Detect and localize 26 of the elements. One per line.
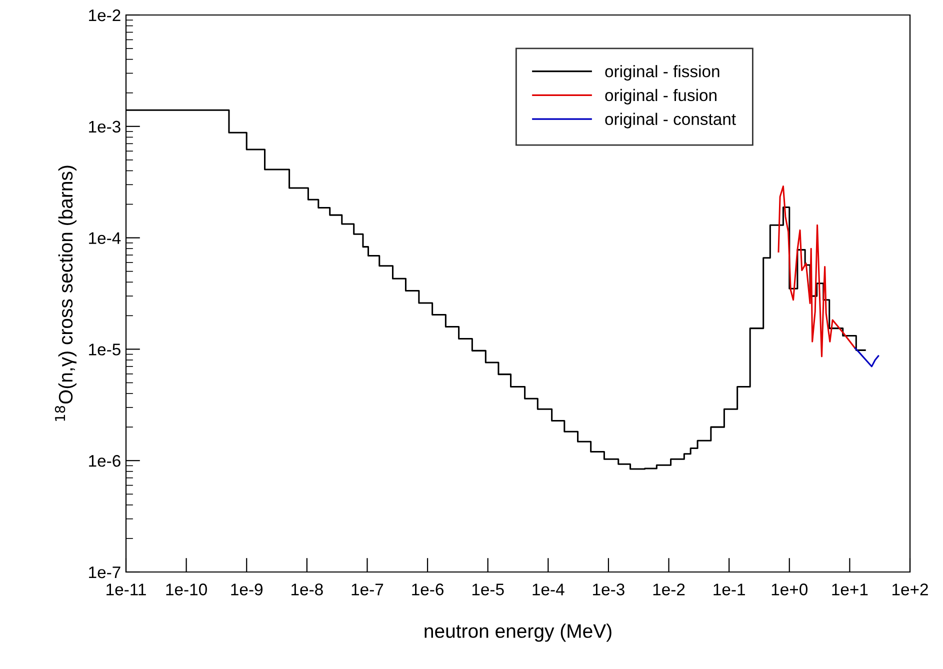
y-tick-label: 1e-6 [89, 455, 120, 467]
x-tick-label: 1e-10 [166, 584, 207, 596]
x-tick-label: 1e-1 [714, 584, 745, 596]
y-tick-label: 1e-3 [89, 120, 120, 133]
x-tick-label: 1e-8 [292, 584, 323, 596]
x-tick-label: 1e-2 [653, 584, 685, 596]
y-tick-label: 1e-4 [89, 232, 121, 244]
legend-label: original - fusion [605, 88, 716, 104]
line-series [854, 347, 880, 368]
x-tick-label: 1e-4 [532, 584, 564, 596]
x-tick-label: 1e-11 [106, 584, 146, 596]
y-tick-label: 1e-7 [89, 566, 120, 578]
x-tick-label: 1e-6 [412, 584, 444, 596]
x-tick-label: 1e-9 [231, 584, 263, 596]
x-tick-label: 1e-5 [472, 584, 504, 596]
x-tick-label: 1e+2 [892, 584, 928, 596]
legend-label: original - constant [605, 112, 736, 128]
y-tick-label: 1e-5 [89, 344, 120, 356]
y-axis-title: $^{18}$O(n,γ) cross section (barns) [54, 166, 76, 421]
x-tick-label: 1e-7 [352, 584, 384, 596]
y-tick-label: 1e-2 [89, 9, 120, 22]
x-tick-label: 1e+1 [832, 584, 868, 596]
x-tick-label: 1e+0 [772, 584, 808, 596]
x-axis-title: neutron energy (MeV) [424, 624, 612, 642]
x-tick-label: 1e-3 [593, 584, 624, 596]
legend-label: original - fission [605, 65, 720, 81]
